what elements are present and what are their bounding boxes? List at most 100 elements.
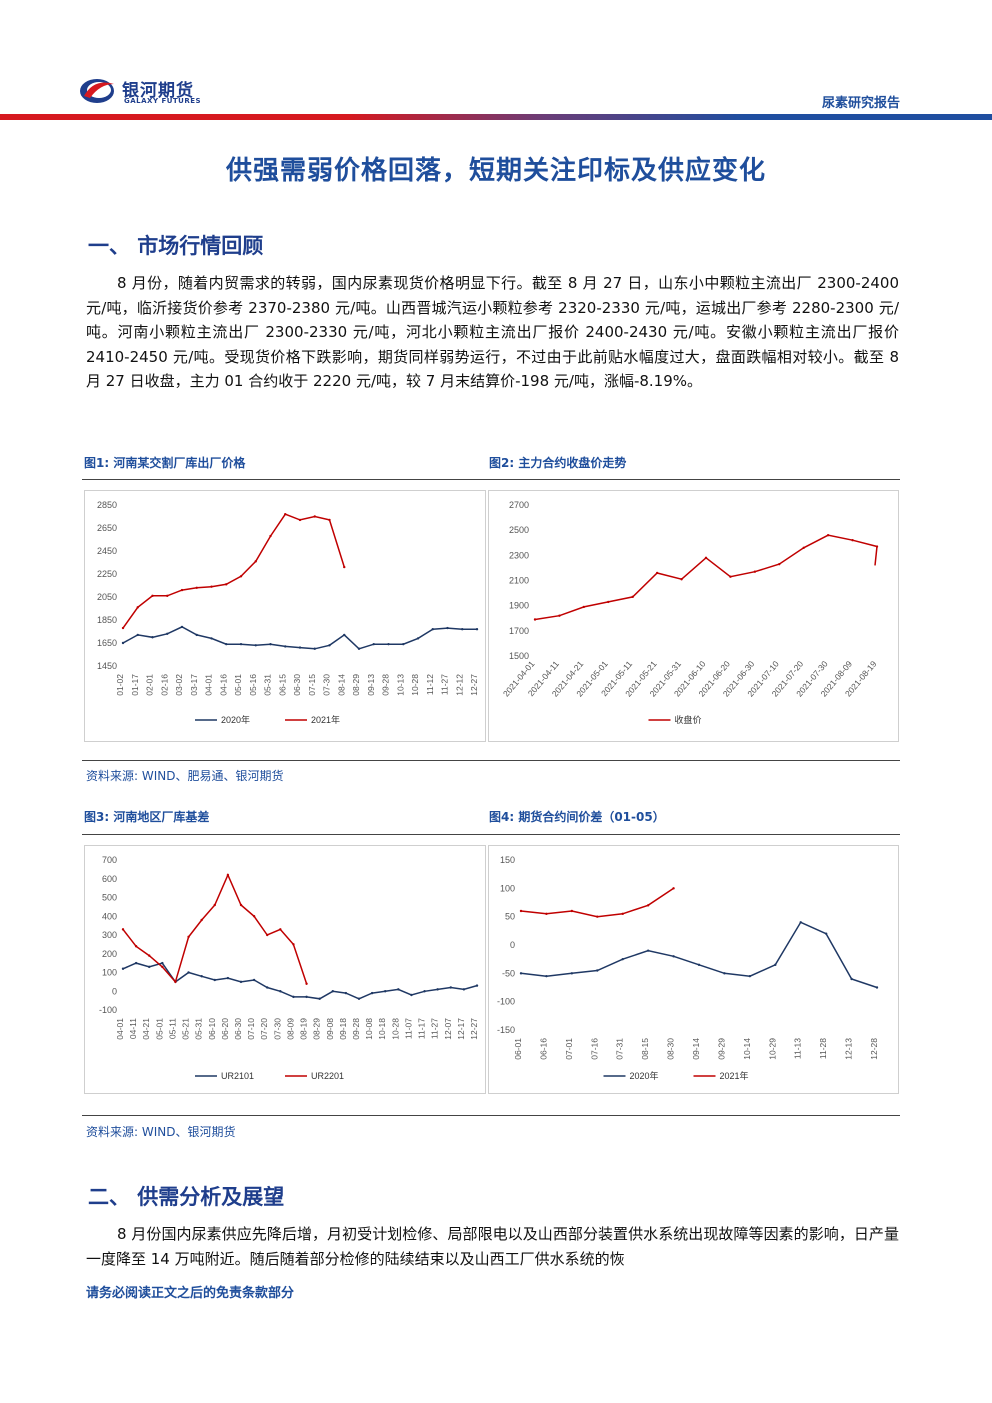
data-point: [446, 626, 449, 630]
data-point: [318, 997, 321, 1000]
data-point: [475, 628, 479, 631]
data-point: [596, 969, 599, 972]
y-tick-label: 2050: [97, 592, 117, 602]
series-line-2: [520, 887, 675, 918]
y-tick-label: -100: [497, 997, 515, 1007]
x-tick-label: 04-16: [218, 674, 228, 696]
data-point: [239, 903, 243, 907]
data-point: [200, 975, 203, 978]
x-tick-label: 05-11: [167, 1018, 177, 1039]
data-point: [402, 642, 405, 646]
series-line-1: [520, 921, 878, 989]
x-tick-label: 05-21: [181, 1018, 191, 1040]
data-point: [252, 978, 256, 982]
y-tick-label: -150: [497, 1025, 515, 1035]
figure-top-rule: [82, 479, 900, 480]
y-tick-label: -50: [502, 968, 515, 978]
data-point: [328, 644, 331, 647]
x-tick-label: 07-31: [615, 1038, 625, 1060]
data-point: [148, 965, 151, 969]
x-tick-label: 09-29: [716, 1038, 726, 1060]
chart-1-svg: 1450 1650 1850 2050 2250 2450 2650 2850 01-02 01-…: [97, 500, 479, 725]
data-point: [729, 575, 732, 578]
x-tick-label: 07-30: [322, 674, 332, 696]
source-note-2: 资料来源: WIND、银河期货: [86, 1125, 236, 1139]
x-tick-label: 11-13: [793, 1038, 803, 1059]
data-point: [180, 588, 184, 592]
x-tick-label: 04-21: [141, 1018, 151, 1040]
data-point: [148, 954, 151, 957]
x-tick-label: 05-01: [154, 1018, 164, 1040]
data-point: [279, 928, 282, 931]
x-tick-label: 12-12: [454, 674, 464, 696]
data-point: [824, 932, 828, 935]
figure-3-caption: 图3: 河南地区厂库基差: [84, 810, 210, 824]
y-tick-label: 700: [102, 855, 117, 865]
y-tick-label: 600: [102, 874, 117, 884]
data-point: [226, 976, 230, 980]
x-tick-label: 06-16: [538, 1038, 548, 1060]
data-point: [213, 978, 216, 982]
x-tick-label: 09-08: [325, 1018, 335, 1040]
x-tick-label: 08-29: [312, 1018, 322, 1040]
legend-label: UR2201: [311, 1071, 344, 1081]
x-tick-label: 11-12: [425, 674, 435, 695]
data-point: [621, 912, 624, 916]
data-point: [723, 972, 726, 975]
source-note-1: 资料来源: WIND、肥易通、银河期货: [86, 769, 284, 783]
x-tick-label: 03-17: [189, 674, 199, 696]
x-tick-label: 08-14: [336, 674, 346, 696]
data-point: [799, 921, 802, 924]
x-tick-label: 05-31: [263, 674, 273, 696]
data-point: [292, 943, 295, 946]
legend-label: 2020年: [630, 1070, 659, 1081]
data-point: [180, 625, 184, 629]
y-tick-label: 1900: [509, 601, 529, 611]
chart-3-svg: 700 600 500 400 300 200 100 0 -100 04-01 04-11 04-2…: [99, 855, 479, 1081]
y-tick-label: 2450: [97, 546, 117, 556]
x-tick-label: 06-20: [220, 1018, 230, 1040]
data-point: [200, 918, 203, 922]
series-line-1: [534, 534, 878, 621]
data-point: [328, 518, 331, 522]
data-point: [519, 972, 523, 975]
data-point: [298, 518, 302, 522]
data-point: [254, 560, 257, 563]
data-point: [134, 945, 138, 948]
x-tick-label: 07-20: [259, 1018, 269, 1040]
x-tick-label: 12-17: [456, 1018, 466, 1040]
data-point: [778, 562, 781, 566]
data-point: [254, 644, 257, 647]
x-tick-label: 08-30: [666, 1038, 676, 1060]
data-point: [195, 586, 198, 589]
data-point: [239, 575, 243, 578]
x-tick-label: 08-29: [351, 674, 361, 696]
data-point: [384, 990, 387, 993]
x-tick-label: 06-01: [513, 1038, 523, 1060]
x-tick-label: 10-14: [742, 1038, 752, 1060]
report-type-label: 尿素研究报告: [821, 96, 900, 111]
x-tick-label: 11-27: [440, 674, 450, 695]
data-point: [436, 988, 439, 991]
y-tick-label: 500: [102, 893, 117, 903]
y-tick-label: 2300: [509, 550, 529, 560]
data-point: [672, 955, 675, 958]
data-point: [225, 583, 228, 586]
x-tick-label: 10-28: [410, 674, 420, 696]
y-tick-label: 1700: [509, 626, 529, 636]
section-1-body: 8 月份，随着内贸需求的转弱，国内尿素现货价格明显下行。截至 8 月 27 日，…: [86, 274, 899, 390]
data-point: [284, 645, 287, 648]
section-1-heading: 一、 市场行情回顾: [88, 234, 264, 258]
data-point: [697, 963, 701, 967]
chart-1-panel: 1450 1650 1850 2050 2250 2450 2650 2850 01-02 01-…: [84, 490, 486, 742]
x-tick-label: 11-28: [818, 1038, 828, 1059]
data-point: [370, 991, 374, 995]
data-point: [570, 972, 574, 975]
data-point: [166, 632, 169, 635]
data-point: [226, 873, 230, 877]
x-tick-label: 07-10: [246, 1018, 256, 1040]
header-divider: [0, 114, 992, 120]
data-point: [449, 986, 452, 989]
data-point: [680, 578, 683, 581]
x-tick-label: 09-13: [366, 674, 376, 696]
